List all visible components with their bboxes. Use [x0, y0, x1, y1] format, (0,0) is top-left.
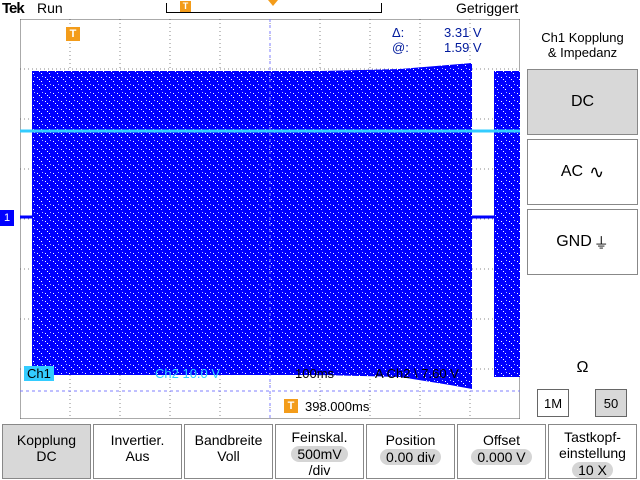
- ch1-waveform-tail: [494, 71, 520, 377]
- timebase: 100ms: [295, 366, 335, 381]
- menu-bandwidth-title: Bandbreite: [194, 432, 263, 448]
- impedance-50-label: 50: [603, 395, 619, 411]
- menu-bandwidth-button[interactable]: Bandbreite Voll: [184, 424, 273, 479]
- menu-probe-title-2: einstellung: [559, 445, 626, 461]
- coupling-dc-button[interactable]: DC: [527, 69, 638, 135]
- run-state: Run: [37, 0, 63, 16]
- ch2-scale: Ch2 10.0 V: [155, 366, 221, 381]
- trigger-time-marker: T: [66, 27, 80, 41]
- coupling-gnd-button[interactable]: GND ⏚: [527, 209, 638, 275]
- timeline-trigger-marker: T: [180, 1, 191, 12]
- ch1-waveform: [32, 63, 472, 389]
- sine-wave-icon: ∿: [589, 161, 605, 182]
- menu-fine-scale-unit: /div: [308, 462, 331, 478]
- coupling-ac-label: AC: [560, 163, 584, 180]
- top-status-bar: Tek Run T Getriggert: [0, 0, 640, 18]
- menu-probe-setup-button[interactable]: Tastkopf- einstellung 10 X: [548, 424, 637, 479]
- side-menu: Ch1 Kopplung & Impedanz DC AC ∿ GND ⏚ Ω …: [525, 19, 640, 419]
- menu-fine-scale-title: Feinskal.: [291, 429, 348, 445]
- trigger-readout: A Ch2 \ 7.60 V: [375, 366, 459, 381]
- side-menu-title-line1: Ch1 Kopplung: [541, 30, 624, 45]
- menu-fine-scale-value: 500mV: [291, 446, 348, 462]
- menu-coupling-title: Kopplung: [16, 432, 77, 448]
- menu-probe-title: Tastkopf-: [564, 429, 621, 445]
- coupling-dc-label: DC: [570, 93, 595, 110]
- cursor-delta-value: 3.31 V: [444, 25, 482, 40]
- menu-offset-title: Offset: [482, 432, 521, 448]
- record-timeline: T: [166, 1, 382, 13]
- trigger-position: 398.000ms: [305, 399, 370, 414]
- side-menu-title-line2: & Impedanz: [547, 45, 618, 60]
- graticule: [20, 19, 520, 419]
- waveform-display: T Δ: 3.31 V @: 1.59 V Ch1 Ch2 10.0 V 100…: [20, 19, 520, 419]
- menu-fine-scale-button[interactable]: Feinskal. 500mV /div: [275, 424, 364, 479]
- trigger-offset-marker: T: [284, 399, 298, 413]
- impedance-label: Ω: [576, 359, 589, 376]
- cursor-at-value: 1.59 V: [444, 40, 482, 55]
- menu-offset-button[interactable]: Offset 0.000 V: [457, 424, 546, 479]
- menu-offset-value: 0.000 V: [471, 449, 532, 465]
- coupling-gnd-label: GND: [556, 233, 592, 250]
- cursor-at-label: @:: [392, 40, 409, 55]
- trigger-position-arrow-icon: [268, 0, 278, 6]
- ch1-ground-marker: 1: [0, 210, 14, 226]
- menu-invert-value: Aus: [125, 448, 150, 464]
- impedance-50-button[interactable]: 50: [595, 389, 627, 417]
- ground-icon: ⏚: [593, 234, 609, 252]
- bottom-menu: Kopplung DC Invertier. Aus Bandbreite Vo…: [0, 420, 640, 480]
- menu-position-button[interactable]: Position 0.00 div: [366, 424, 455, 479]
- menu-coupling-button[interactable]: Kopplung DC: [2, 424, 91, 479]
- trigger-state: Getriggert: [456, 0, 519, 16]
- side-menu-title: Ch1 Kopplung & Impedanz: [525, 30, 640, 60]
- ch1-status: Ch1: [24, 366, 54, 381]
- menu-position-value: 0.00 div: [379, 449, 442, 465]
- impedance-1m-button[interactable]: 1M: [537, 389, 569, 417]
- menu-invert-button[interactable]: Invertier. Aus: [93, 424, 182, 479]
- menu-bandwidth-value: Voll: [217, 448, 240, 464]
- coupling-ac-button[interactable]: AC ∿: [527, 139, 638, 205]
- brand-logo: Tek: [2, 0, 25, 17]
- menu-position-title: Position: [385, 432, 436, 448]
- menu-invert-title: Invertier.: [110, 432, 165, 448]
- impedance-1m-label: 1M: [543, 395, 563, 411]
- menu-probe-value: 10 X: [572, 462, 613, 478]
- menu-coupling-value: DC: [36, 448, 57, 464]
- cursor-delta-label: Δ:: [392, 25, 405, 40]
